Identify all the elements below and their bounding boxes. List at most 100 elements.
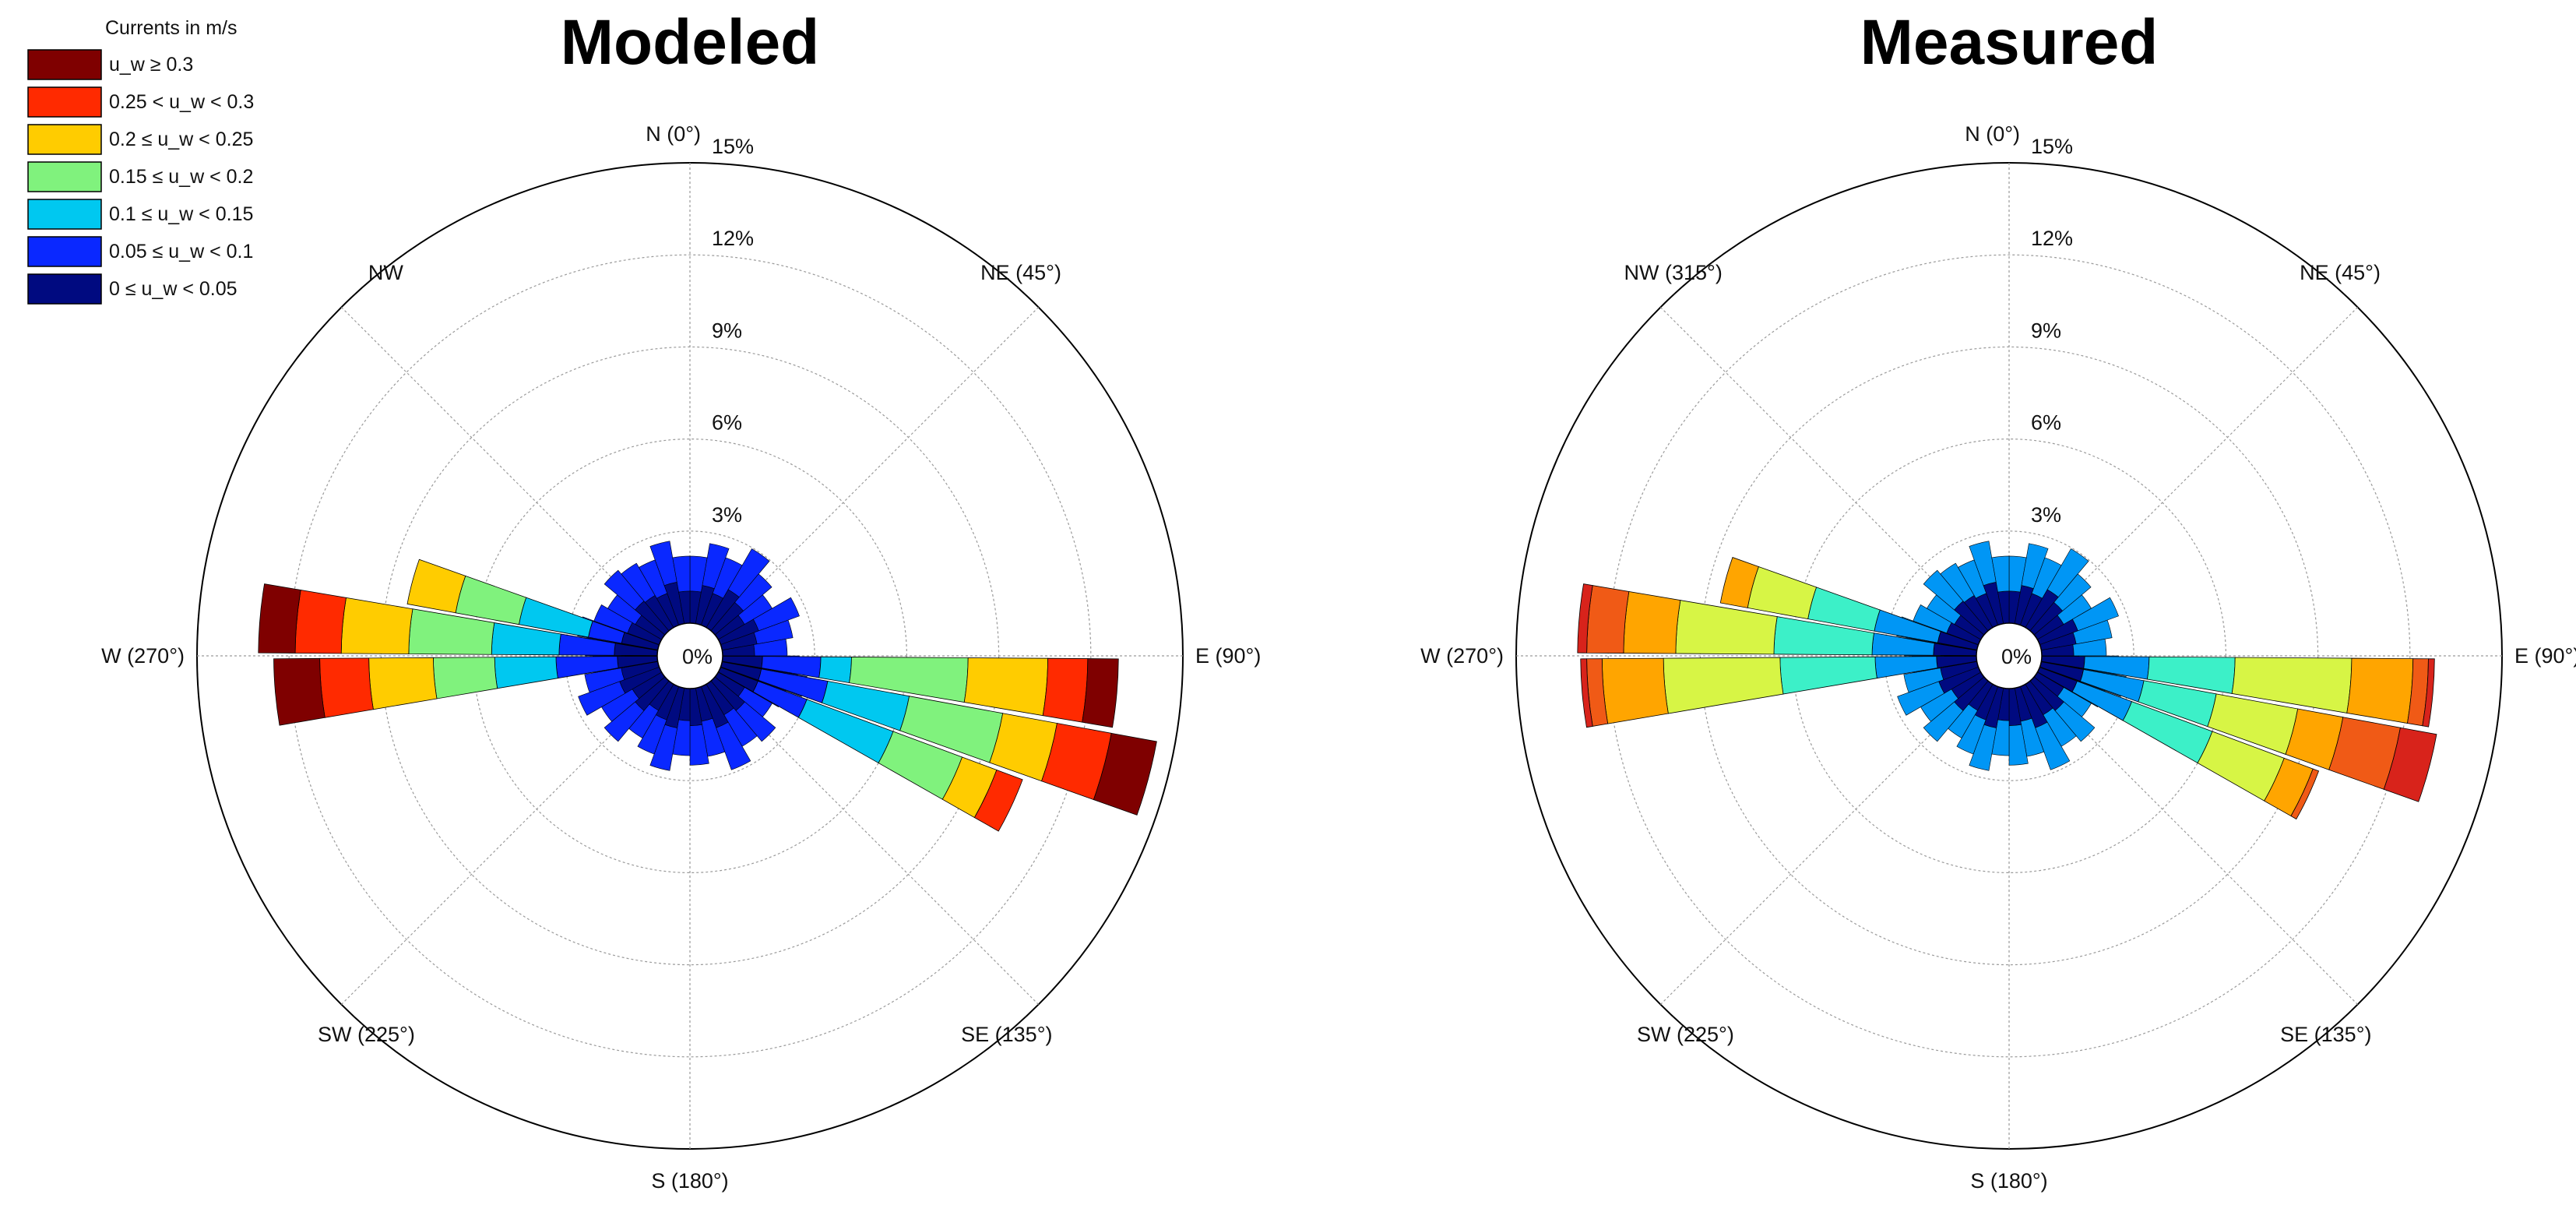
direction-label: NE (45°): [980, 261, 1061, 284]
ring-label: 3%: [2031, 503, 2061, 527]
sector-265-bin6: [273, 657, 326, 726]
calm-sector-bin1: [2072, 597, 2119, 632]
legend-label: 0.2 ≤ u_w < 0.25: [109, 129, 253, 150]
calm-sector-bin1: [689, 724, 709, 766]
direction-label: E (90°): [2514, 644, 2576, 668]
legend-swatch: [27, 86, 102, 118]
calm-sector-bin1: [702, 543, 730, 590]
ring-label: 6%: [712, 411, 742, 435]
sector-275-bin6: [258, 583, 301, 654]
calm-sector-bin1: [604, 569, 645, 611]
calm-sector-bin1: [1969, 541, 1997, 587]
direction-label: SW (225°): [318, 1023, 415, 1046]
calm-sector-bin1: [1969, 724, 1997, 771]
calm-sector-bin1: [753, 619, 794, 645]
sector-265-bin4: [368, 657, 438, 710]
ring-label: 0%: [682, 645, 713, 668]
calm-sector-bin1: [1956, 714, 1987, 755]
direction-label: SE (135°): [2280, 1023, 2371, 1046]
sector-265-bin2: [494, 656, 558, 689]
legend: Currents in m/s u_w ≥ 0.3 0.25 < u_w < 0.…: [27, 17, 254, 305]
rose-measured: 0% 3% 6% 9% 12% 15% N (0°) NE (45°) E (90°) SE (1…: [1420, 122, 2576, 1193]
sector-275-bin4: [340, 597, 413, 654]
grid-ring: [1884, 530, 2134, 781]
calm-sector-bin1: [1940, 562, 1975, 603]
center-hole: [1976, 622, 2043, 689]
calm-sector-bin1: [1897, 681, 1945, 716]
direction-label: E (90°): [1195, 644, 1261, 668]
direction-label: N (0°): [646, 122, 701, 146]
chart-title-measured: Measured: [1860, 7, 2159, 78]
calm-sector-bin1: [2072, 619, 2113, 645]
calm-sector-bin1: [1923, 701, 1964, 742]
sector-265-bin5: [319, 657, 374, 718]
direction-label: SE (135°): [961, 1023, 1052, 1046]
calm-sector-bin1: [716, 721, 751, 770]
sector-105-bin6: [2383, 727, 2437, 802]
sector-105-bin6: [1093, 732, 1157, 816]
calm-sector-bin1: [735, 701, 776, 742]
chart-title-modeled: Modeled: [561, 7, 820, 78]
calm-sector-bin1: [2021, 543, 2049, 590]
ring-label: 15%: [712, 135, 754, 158]
sector-275-bin4: [1623, 590, 1681, 654]
legend-label: u_w ≥ 0.3: [109, 54, 193, 76]
direction-label: N (0°): [1965, 122, 2020, 146]
legend-label: 0.1 ≤ u_w < 0.15: [109, 203, 253, 225]
sector-95-bin2: [818, 656, 852, 684]
direction-label: W (270°): [1420, 644, 1504, 668]
ring-label: 15%: [2031, 135, 2073, 158]
ring-label: 6%: [2031, 411, 2061, 435]
calm-sector-bin1: [734, 573, 772, 611]
ring-label: 0%: [2001, 645, 2032, 668]
direction-label: NW (315°): [1624, 261, 1723, 284]
calm-sector-bin1: [584, 668, 625, 693]
direction-label: S (180°): [651, 1169, 728, 1193]
legend-label: 0 ≤ u_w < 0.05: [109, 278, 238, 300]
rose-modeled: 0% 3% 6% 9% 12% 15% N (0°) NE (45°) E (90°) SE (1…: [101, 122, 1261, 1193]
sector-95-bin6: [2422, 658, 2435, 728]
calm-sector-bin1: [1923, 569, 1964, 611]
legend-swatch: [27, 161, 102, 192]
direction-label: W (270°): [101, 644, 185, 668]
ring-label: 9%: [2031, 319, 2061, 342]
legend-swatch: [27, 49, 102, 80]
calm-sector-bin1: [1903, 668, 1944, 693]
calm-sector-bin1: [649, 724, 678, 771]
legend-label: 0.15 ≤ u_w < 0.2: [109, 166, 253, 188]
sector-95-bin6: [1082, 658, 1119, 728]
legend-swatch: [27, 124, 102, 155]
sector-95-bin4: [963, 657, 1049, 717]
sector-265-bin4: [1601, 657, 1669, 724]
sector-265-bin3: [432, 657, 498, 699]
calm-sector-bin1: [1991, 555, 2010, 593]
sector-265-bin3: [1663, 657, 1784, 714]
sector-285-bin4: [1719, 557, 1759, 608]
sector-265-bin6: [1580, 658, 1593, 728]
legend-label: 0.25 < u_w < 0.3: [109, 91, 254, 113]
calm-sector-bin1: [593, 604, 633, 634]
direction-label: SW (225°): [1637, 1023, 1734, 1046]
sector-95-bin5: [1042, 657, 1089, 723]
direction-label: S (180°): [1970, 1169, 2047, 1193]
calm-sector-bin1: [727, 548, 770, 598]
calm-sector-bin1: [637, 714, 667, 755]
legend-title: Currents in m/s: [105, 17, 237, 39]
calm-sector-bin1: [2053, 573, 2092, 611]
ring-label: 12%: [2031, 227, 2073, 250]
sector-115-bin5: [2290, 768, 2320, 820]
calm-sector-bin1: [2054, 701, 2096, 742]
center-hole: [656, 622, 723, 689]
sector-285-bin4: [406, 558, 466, 614]
calm-sector-bin1: [2008, 724, 2029, 766]
ring-label: 9%: [712, 319, 742, 342]
legend-swatch: [27, 199, 102, 230]
calm-sector-bin1: [578, 681, 626, 716]
calm-sector-bin1: [1913, 604, 1952, 634]
sector-285-bin3: [455, 575, 527, 625]
sector-95-bin4: [2346, 657, 2414, 724]
grid-ring: [288, 254, 1092, 1058]
sector-275-bin6: [1577, 583, 1593, 654]
sector-285-bin3: [1747, 566, 1818, 620]
